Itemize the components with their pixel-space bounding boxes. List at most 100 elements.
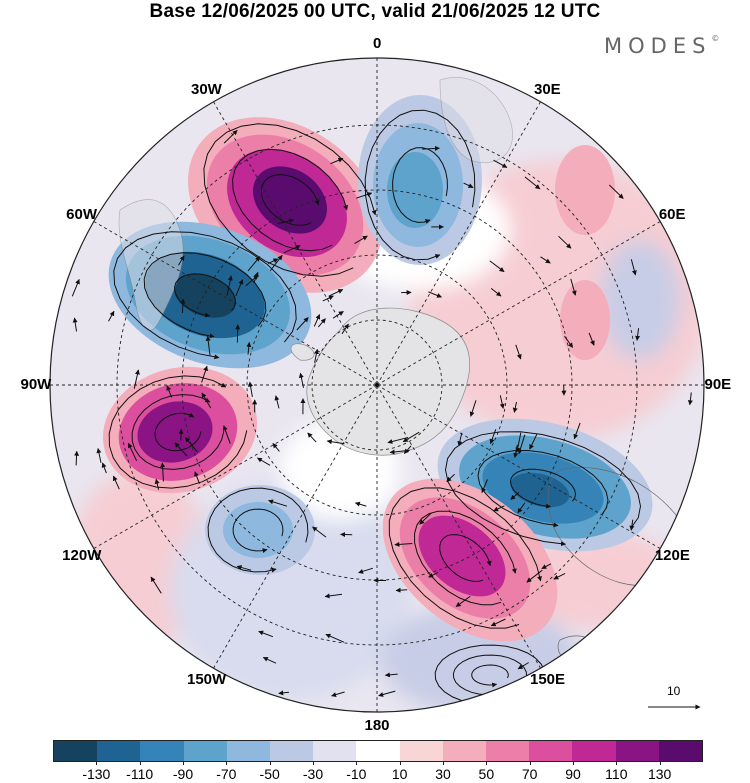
colorbar-tickmark	[399, 761, 401, 765]
colorbar-swatch	[615, 741, 659, 761]
wind-arrow	[317, 318, 326, 328]
wind-arrow	[457, 432, 463, 447]
wind-arrow	[71, 278, 80, 297]
wind-arrow	[570, 278, 577, 296]
wind-arrow	[248, 381, 254, 397]
meridian-label: 120E	[654, 546, 690, 564]
wind-arrow	[236, 565, 252, 571]
streamline	[452, 654, 528, 697]
meridian-label: 90W	[20, 376, 52, 393]
pos-anomaly-60e	[555, 145, 615, 360]
map-title: Base 12/06/2025 00 UTC, valid 21/06/2025…	[149, 1, 601, 22]
wind-arrow	[96, 448, 102, 463]
colorbar-tick-label: 90	[565, 766, 581, 782]
wind-arrow	[331, 691, 345, 698]
meridian-label: 90E	[704, 376, 732, 393]
wind-arrow	[154, 478, 160, 490]
colorbar-swatch	[226, 741, 271, 761]
colorbar-tickmark	[313, 761, 314, 765]
wind-arrow	[307, 432, 317, 443]
wind-arrow	[378, 690, 396, 697]
meridian-label: 180	[364, 717, 390, 734]
wind-arrow	[341, 323, 349, 335]
wind-arrow	[403, 445, 412, 454]
neg-anomaly-145w	[205, 485, 315, 575]
wind-arrow	[428, 572, 439, 578]
colorbar-tick-label: 10	[391, 766, 408, 782]
colorbar-swatch	[399, 741, 443, 761]
meridian-label: 120W	[62, 546, 102, 564]
streamline	[108, 375, 248, 489]
wind-arrow	[540, 256, 551, 264]
wind-arrow	[329, 289, 344, 297]
colorbar-swatch	[486, 741, 530, 761]
wind-arrow	[524, 176, 541, 190]
colorbar-tickmark	[573, 761, 574, 765]
pos-anomaly-40w	[188, 117, 382, 293]
wind-arrow	[194, 471, 200, 484]
wind-arrow	[253, 271, 259, 284]
wind-arrow	[101, 462, 107, 474]
wind-arrow	[455, 595, 471, 608]
colorbar-tickmark	[486, 761, 488, 765]
streamline	[154, 412, 202, 452]
pos-anomaly-150e	[382, 478, 558, 642]
wind-arrow	[272, 443, 280, 452]
streamline	[203, 123, 377, 277]
streamline	[392, 147, 448, 224]
wind-arrow	[180, 298, 186, 314]
streamline	[232, 508, 284, 554]
wind-arrow	[330, 157, 344, 165]
wind-arrow	[489, 260, 505, 273]
wind-arrow	[235, 279, 244, 297]
streamline	[439, 534, 492, 582]
streamline	[232, 148, 348, 252]
wind-arrow	[629, 519, 635, 531]
wind-arrow	[223, 129, 238, 144]
wind-arrow	[325, 633, 345, 643]
wind-arrow	[133, 369, 140, 389]
wind-arrow	[150, 576, 162, 594]
brand-logo: MODES©	[604, 34, 720, 58]
wind-arrow	[608, 184, 624, 199]
wind-arrow	[489, 429, 497, 445]
wind-arrow	[267, 258, 279, 265]
colorbar-swatch	[54, 741, 98, 761]
colorbar-tickmark	[139, 761, 141, 765]
streamline	[414, 510, 517, 606]
wind-arrow	[558, 235, 572, 249]
colorbar-swatch	[572, 741, 616, 761]
streamline	[364, 109, 476, 261]
wind-arrow	[422, 145, 440, 151]
wind-arrow	[201, 392, 212, 409]
wind-arrow	[517, 662, 529, 670]
colorbar-tickmark	[659, 761, 661, 765]
wind-arrow	[356, 192, 373, 199]
wind-arrow	[493, 505, 505, 512]
streamline	[131, 394, 225, 470]
wind-arrow	[178, 428, 184, 441]
wind-arrow	[517, 502, 526, 514]
wind-arrow	[687, 392, 693, 406]
reference-vector-label: 10	[667, 684, 681, 698]
streamline	[509, 468, 577, 509]
wind-arrow	[324, 593, 343, 599]
wind-arrow	[313, 348, 319, 363]
wind-arrow	[515, 432, 522, 453]
meridian-line	[376, 221, 661, 386]
streamline	[477, 449, 609, 528]
streamline	[174, 273, 236, 318]
colorbar-swatch	[313, 741, 357, 761]
colorbar-tick-label: -90	[172, 766, 194, 782]
streamline	[471, 664, 509, 688]
streamline	[113, 231, 297, 360]
wind-arrow	[510, 492, 520, 500]
meridian-label: 30W	[191, 80, 222, 98]
wind-arrow	[529, 434, 538, 450]
wind-arrow	[283, 245, 301, 254]
wind-arrow	[402, 431, 420, 443]
wind-arrow	[493, 159, 508, 168]
wind-arrow	[312, 526, 327, 538]
colorbar-swatch	[658, 741, 703, 761]
colorbar-swatch	[183, 741, 227, 761]
